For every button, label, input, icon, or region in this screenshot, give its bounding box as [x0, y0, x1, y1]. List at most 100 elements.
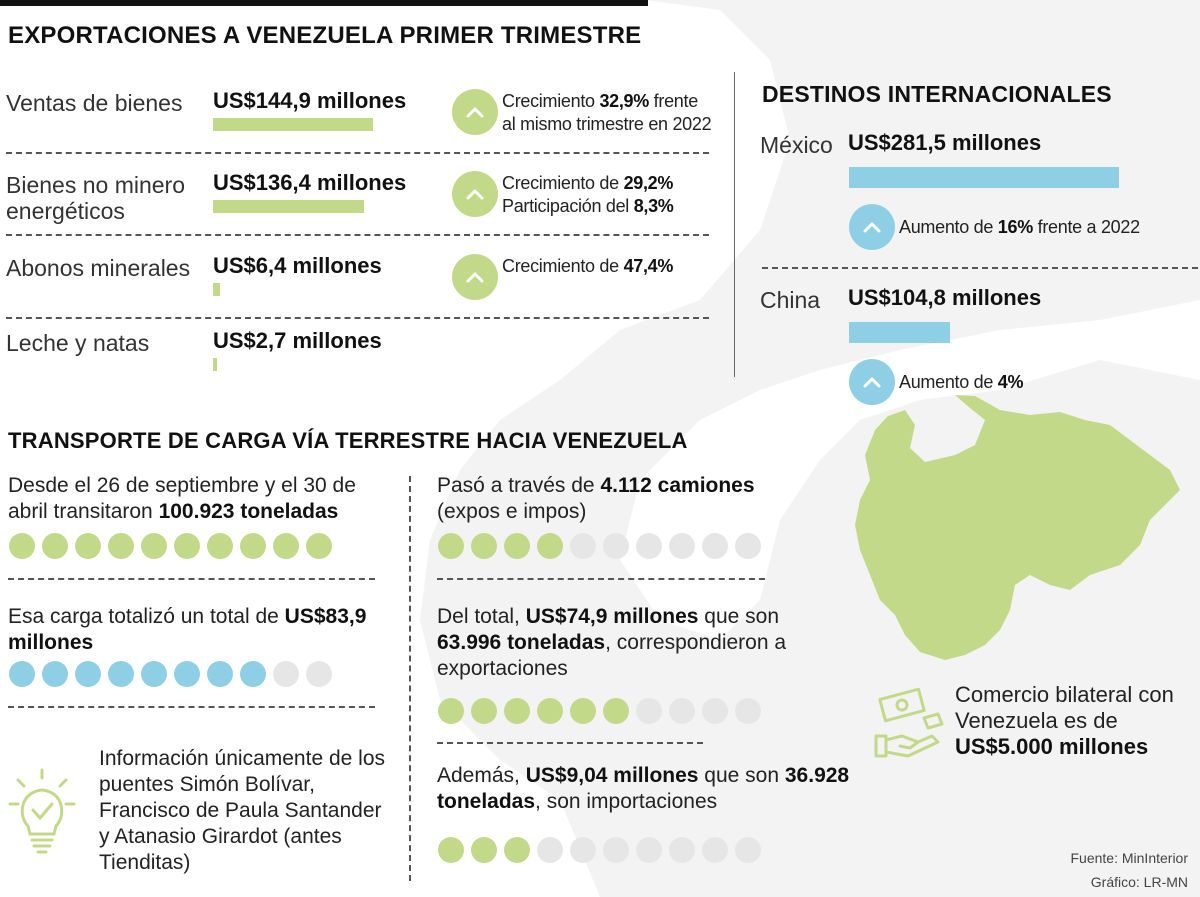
dot-empty: [570, 533, 596, 559]
transport-right-dots: [438, 837, 761, 863]
export-row-label: Leche y natas: [6, 330, 150, 356]
dot-filled: [207, 661, 233, 687]
dot-filled: [240, 661, 266, 687]
source-text: Fuente: MinInterior: [1070, 850, 1189, 866]
dot-filled: [42, 661, 68, 687]
destination-note: Aumento de 4%: [899, 372, 1024, 392]
export-row-amount: US$136,4 millones: [213, 170, 407, 195]
export-row-label: Bienes no minero energéticos: [6, 172, 185, 224]
highlight-text: 16%: [997, 217, 1033, 237]
transport-right-separator: [437, 578, 765, 580]
title-rule: [0, 0, 648, 6]
dot-empty: [702, 533, 728, 559]
highlight-text: 4%: [997, 372, 1024, 392]
highlight-text: 36.928 toneladas: [437, 764, 850, 813]
destination-amount: US$281,5 millones: [848, 130, 1042, 155]
dot-empty: [702, 698, 728, 724]
dot-filled: [603, 698, 629, 724]
export-row-note: Crecimiento de 47,4%: [502, 256, 674, 276]
dot-filled: [471, 837, 497, 863]
dot-empty: [603, 533, 629, 559]
export-row-note: Crecimiento de 29,2% Participación del 8…: [502, 173, 674, 216]
dot-filled: [471, 533, 497, 559]
dot-empty: [636, 533, 662, 559]
export-row-separator: [6, 152, 709, 154]
export-row-bar: [213, 118, 373, 131]
export-row-bar: [213, 358, 217, 371]
highlight-text: 100.923 toneladas: [158, 500, 339, 523]
highlight-text: US$83,9 millones: [8, 605, 367, 654]
dot-empty: [669, 533, 695, 559]
transport-right-dots: [438, 698, 761, 724]
dot-empty: [537, 837, 563, 863]
section-divider: [734, 72, 735, 377]
dot-empty: [306, 661, 332, 687]
transport-left-dots: [9, 533, 332, 559]
transport-left-dots: [9, 661, 332, 687]
exports-title: EXPORTACIONES A VENEZUELA PRIMER TRIMEST…: [8, 22, 642, 49]
info-text: Información únicamente de los puentes Si…: [99, 747, 385, 874]
highlight-text: 32,9%: [599, 91, 649, 111]
destination-country: China: [760, 287, 821, 313]
dot-filled: [9, 661, 35, 687]
export-row-separator: [6, 234, 709, 236]
destinations-separator: [762, 267, 1198, 269]
dot-filled: [42, 533, 68, 559]
destination-bar: [849, 322, 950, 343]
dot-filled: [141, 661, 167, 687]
chevron-up-icon: [849, 359, 895, 405]
dot-filled: [174, 533, 200, 559]
transport-right-separator: [437, 742, 703, 744]
chevron-up-icon: [452, 254, 498, 300]
dot-empty: [636, 698, 662, 724]
transport-divider: [409, 476, 411, 881]
highlight-text: 47,4%: [623, 256, 674, 276]
transport-right-dots: [438, 533, 761, 559]
dot-filled: [9, 533, 35, 559]
dot-filled: [504, 837, 530, 863]
dot-filled: [141, 533, 167, 559]
transport-left-text: Esa carga totalizó un total de US$83,9 m…: [8, 605, 367, 654]
transport-right-text: Pasó a través de 4.112 camiones (expos e…: [437, 474, 755, 523]
dot-filled: [108, 533, 134, 559]
destinations-title: DESTINOS INTERNACIONALES: [762, 81, 1112, 107]
dot-filled: [273, 533, 299, 559]
transport-right-text: Del total, US$74,9 millones que son 63.9…: [437, 605, 787, 680]
dot-empty: [603, 837, 629, 863]
dot-empty: [636, 837, 662, 863]
export-row-bar: [213, 200, 364, 213]
highlight-text: US$74,9 millones: [525, 605, 699, 628]
dot-filled: [438, 698, 464, 724]
highlight-text: US$9,04 millones: [525, 764, 699, 787]
export-row-separator: [6, 317, 709, 319]
dot-empty: [702, 837, 728, 863]
transport-left-separator: [8, 706, 375, 708]
dot-filled: [174, 661, 200, 687]
export-row-label: Ventas de bienes: [6, 90, 183, 116]
dot-empty: [669, 698, 695, 724]
export-row-note: Crecimiento 32,9% frente al mismo trimes…: [502, 91, 712, 134]
dot-filled: [537, 533, 563, 559]
chevron-up-icon: [452, 89, 498, 135]
export-row-label: Abonos minerales: [6, 255, 191, 281]
destination-note: Aumento de 16% frente a 2022: [899, 217, 1140, 237]
dot-filled: [240, 533, 266, 559]
export-row-amount: US$6,4 millones: [213, 253, 382, 278]
dot-filled: [537, 698, 563, 724]
transport-title: TRANSPORTE DE CARGA VÍA TERRESTRE HACIA …: [8, 428, 688, 453]
export-row-bar: [213, 283, 220, 296]
chevron-up-icon: [849, 204, 895, 250]
destination-bar: [849, 167, 1119, 188]
dot-filled: [207, 533, 233, 559]
highlight-text: 8,3%: [633, 196, 674, 216]
map-landmass-gray: [420, 0, 1200, 897]
highlight-text: 63.996 toneladas: [437, 631, 606, 654]
handshake-money-icon: [874, 688, 944, 758]
destination-amount: US$104,8 millones: [848, 285, 1042, 310]
dot-empty: [669, 837, 695, 863]
dot-filled: [75, 661, 101, 687]
transport-left-text: Desde el 26 de septiembre y el 30 de abr…: [8, 474, 356, 523]
dot-filled: [306, 533, 332, 559]
dot-filled: [75, 533, 101, 559]
